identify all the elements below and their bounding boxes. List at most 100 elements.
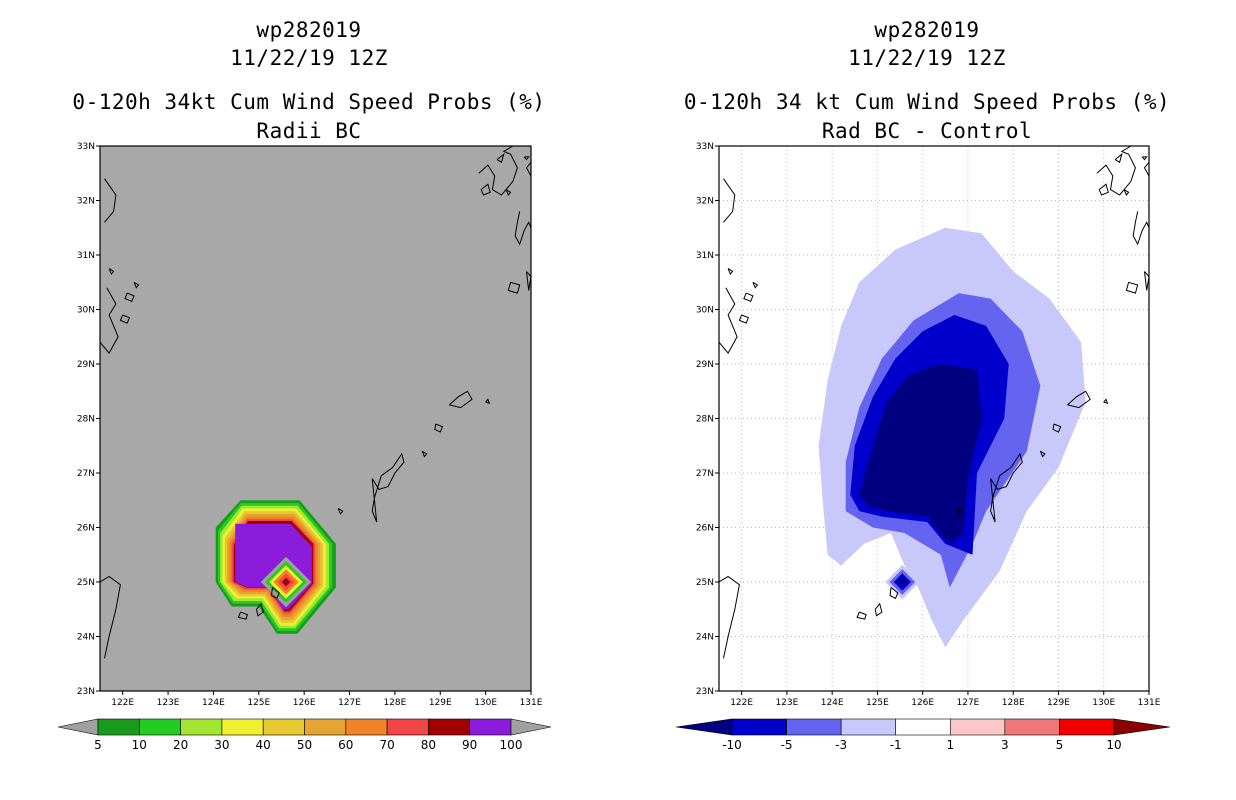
coastline: [1103, 398, 1109, 404]
coastline: [505, 189, 512, 196]
x-tick-label: 128E: [383, 698, 406, 708]
chart-title-date: 11/22/19 12Z: [230, 46, 388, 70]
x-tick-label: 122E: [111, 698, 134, 708]
x-tick-label: 123E: [157, 698, 180, 708]
coastline: [448, 390, 473, 409]
colorbar-label: 20: [173, 738, 188, 752]
x-tick-label: 128E: [1002, 698, 1025, 708]
x-tick-label: 124E: [202, 698, 225, 708]
y-tick-label: 30N: [696, 306, 714, 316]
y-tick-label: 24N: [696, 633, 714, 643]
colorbar-swatch: [345, 718, 388, 736]
y-tick-label: 29N: [77, 360, 95, 370]
y-tick-label: 25N: [77, 578, 95, 588]
y-tick-label: 23N: [77, 687, 95, 697]
y-tick-label: 24N: [77, 633, 95, 643]
colorbar-swatch: [386, 718, 429, 736]
colorbar-swatch: [786, 718, 842, 736]
y-tick-label: 28N: [77, 415, 95, 425]
colorbar-swatch: [139, 718, 181, 736]
coastline: [100, 287, 119, 354]
coastline: [496, 152, 505, 164]
coastline: [743, 292, 754, 302]
colorbar-label: 50: [297, 738, 312, 752]
colorbar-label: -5: [781, 738, 793, 752]
y-tick-label: 28N: [696, 415, 714, 425]
coastline: [956, 507, 962, 515]
chart-panel-rad-bc-minus-control: wp282019 11/22/19 12Z 0-120h 34 kt Cum W…: [618, 0, 1236, 800]
x-tick-label: 124E: [821, 698, 844, 708]
coastline: [434, 423, 444, 433]
chart-title-storm-id: wp282019: [874, 18, 980, 42]
y-tick-label: 27N: [696, 469, 714, 479]
colorbar-swatch: [304, 718, 347, 736]
wind-probability-map: 122E 123E 124E 125E 126E 127E 128E 129E 130E 131E…: [57, 142, 552, 752]
coastline: [1141, 156, 1148, 161]
x-tick-label: 131E: [520, 698, 543, 708]
y-tick-label: 33N: [77, 142, 95, 152]
y-tick-label: 30N: [77, 306, 95, 316]
storm-center-ring: [898, 577, 907, 587]
coastline: [119, 314, 131, 324]
x-tick-label: 125E: [866, 698, 889, 708]
x-tick-label: 131E: [1138, 698, 1161, 708]
coastline: [371, 452, 405, 523]
coastline: [421, 450, 428, 458]
x-tick-label: 125E: [247, 698, 270, 708]
storm-center-ring: [281, 577, 291, 587]
colorbar-swatch: [469, 718, 512, 736]
colorbar-label: 1: [946, 738, 954, 752]
coastline: [752, 281, 759, 289]
coastline: [133, 281, 140, 289]
colorbar-under-arrow: [57, 718, 99, 736]
colorbar-swatch: [97, 718, 140, 736]
coastline: [507, 281, 521, 294]
coastline: [256, 602, 264, 617]
chart-subtitle: Radii BC: [256, 119, 362, 143]
plot-area: [100, 146, 531, 659]
colorbar-swatch: [262, 718, 305, 736]
x-tick-label: 126E: [911, 698, 934, 708]
colorbar-swatch: [221, 718, 264, 736]
coastline: [525, 161, 531, 177]
coastline: [480, 183, 491, 196]
contour-level-neg10: [859, 364, 982, 544]
coastline: [1132, 211, 1149, 246]
colorbar-label: 80: [421, 738, 436, 752]
coastline: [738, 314, 750, 324]
coastline: [1144, 271, 1149, 291]
chart-title-product: 0-120h 34 kt Cum Wind Speed Probs (%): [683, 90, 1171, 114]
y-tick-label: 29N: [696, 360, 714, 370]
colorbar-label: -1: [890, 738, 902, 752]
x-tick-label: 127E: [957, 698, 980, 708]
coastline: [1125, 281, 1139, 294]
colorbar-under-arrow: [675, 718, 733, 736]
plot-area: [719, 146, 1149, 691]
colorbar-swatch: [1004, 718, 1060, 736]
y-tick-label: 26N: [696, 524, 714, 534]
chart-title-date: 11/22/19 12Z: [848, 46, 1006, 70]
colorbar-swatch: [180, 718, 223, 736]
coastline: [1143, 161, 1149, 177]
x-tick-label: 123E: [775, 698, 798, 708]
y-tick-label: 32N: [696, 197, 714, 207]
colorbar-label: 5: [1056, 738, 1064, 752]
coastline: [485, 398, 491, 404]
colorbar-label: 30: [214, 738, 229, 752]
coastline: [104, 178, 117, 223]
colorbar-label: 5: [94, 738, 102, 752]
coastline: [1114, 152, 1123, 164]
colorbar-swatch: [1059, 718, 1115, 736]
coastline: [856, 611, 867, 620]
colorbar-swatch: [840, 718, 897, 736]
colorbar-over-arrow: [1113, 718, 1171, 736]
colorbar: -10 -5 -3 -1 1 3 5 10: [675, 718, 1171, 752]
colorbar-label: 3: [1001, 738, 1009, 752]
chart-title-product: 0-120h 34kt Cum Wind Speed Probs (%): [72, 90, 546, 114]
colorbar-swatch: [895, 718, 951, 736]
x-tick-label: 127E: [338, 698, 361, 708]
y-tick-label: 32N: [77, 197, 95, 207]
coastline: [723, 178, 736, 223]
y-tick-label: 31N: [696, 251, 714, 261]
coastline: [1096, 146, 1136, 196]
